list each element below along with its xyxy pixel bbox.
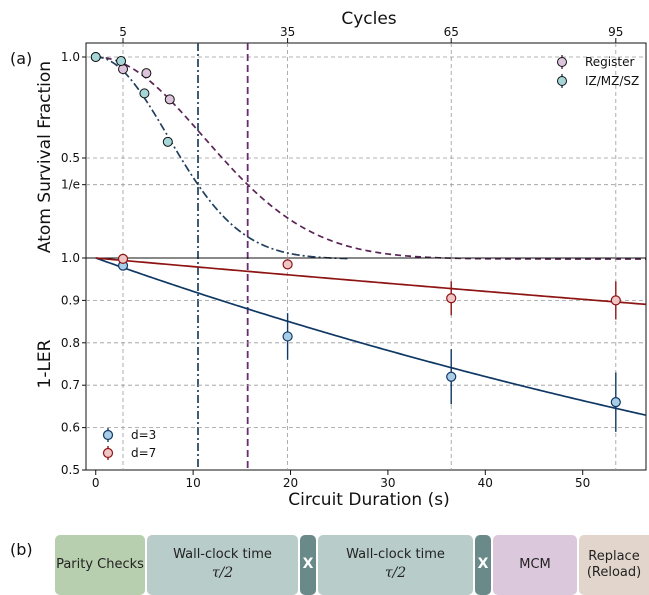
data-point-d3 <box>282 331 293 342</box>
seq-replace: Replace (Reload) <box>579 535 649 595</box>
seq-x-1: X <box>300 535 316 595</box>
ler-plot: 1.0 0.9 0.8 0.7 0.6 0.5 0 10 20 30 40 50 <box>61 251 647 490</box>
data-point-d7 <box>610 295 621 306</box>
bottom-y-tick-label: 0.8 <box>61 336 80 350</box>
bottom-y-tick-label: 0.6 <box>61 421 80 435</box>
seq-parity-checks-label: Parity Checks <box>56 556 144 572</box>
x-axis-label: Circuit Duration (s) <box>288 490 449 510</box>
legend-label-iz: IZ/MZ/SZ <box>585 74 639 88</box>
bottom-y-axis-label: 1-LER <box>35 339 55 388</box>
data-point-iz <box>139 88 150 99</box>
fit-curve-register <box>95 56 646 260</box>
legend-marker-iz <box>557 76 567 86</box>
data-point-iz <box>116 56 127 67</box>
bottom-y-tick-label: 0.5 <box>61 463 80 477</box>
data-point-d3 <box>610 397 621 408</box>
survival-plot: 5 35 65 95 1.0 0.5 1/e <box>61 25 647 470</box>
top-y-axis-label: Atom Survival Fraction <box>35 61 55 253</box>
bottom-plot-frame <box>85 257 647 471</box>
top-y-tick-label: 0.5 <box>61 151 80 165</box>
bottom-y-tick-label: 0.7 <box>61 378 80 392</box>
seq-x-2: X <box>475 535 491 595</box>
seq-mcm-label: MCM <box>519 556 551 572</box>
top-tick-label: 65 <box>444 25 459 39</box>
top-tick-label: 35 <box>280 25 295 39</box>
top-y-tick-label: 1/e <box>61 178 80 192</box>
x-tick-label: 10 <box>185 476 200 490</box>
x-tick-label: 40 <box>478 476 493 490</box>
seq-wall-clock-2-sublabel: τ/2 <box>384 565 407 582</box>
seq-wall-clock-2-label: Wall-clock time <box>346 547 445 563</box>
top-tick-label: 95 <box>608 25 623 39</box>
data-point-iz <box>90 52 101 62</box>
x-tick-label: 20 <box>283 476 298 490</box>
seq-mcm: MCM <box>493 535 577 595</box>
seq-x-1-label: X <box>302 556 314 573</box>
seq-replace-sublabel: (Reload) <box>586 565 642 580</box>
seq-wall-clock-1-sublabel: τ/2 <box>211 565 234 582</box>
legend-marker-d3 <box>102 429 114 441</box>
seq-x-2-label: X <box>477 556 489 573</box>
data-point-register <box>164 94 175 105</box>
data-point-d7 <box>282 259 293 270</box>
bottom-y-tick-label: 0.9 <box>61 293 80 307</box>
ler-legend: d=3 d=7 <box>102 428 156 460</box>
panel-b-label: (b) <box>10 540 33 559</box>
fit-curve-d3 <box>95 257 647 417</box>
legend-marker-d7 <box>102 447 114 459</box>
legend-marker-register <box>557 57 567 67</box>
seq-parity-checks: Parity Checks <box>55 535 145 595</box>
data-point-d3 <box>446 371 457 382</box>
x-tick-label: 0 <box>92 476 100 490</box>
data-point-d7 <box>446 293 457 304</box>
seq-replace-label: Replace <box>588 548 640 564</box>
bottom-y-tick-label: 1.0 <box>61 251 80 265</box>
legend-label-d3: d=3 <box>131 428 156 442</box>
data-point-d7 <box>117 253 129 264</box>
survival-legend: Register IZ/MZ/SZ <box>557 55 639 88</box>
top-tick-label: 5 <box>119 25 127 39</box>
data-point-register <box>141 68 152 79</box>
top-y-tick-label: 1.0 <box>61 50 80 64</box>
data-point-iz <box>162 136 173 147</box>
legend-label-d7: d=7 <box>131 446 156 460</box>
seq-wall-clock-1-label: Wall-clock time <box>173 547 272 563</box>
seq-wall-clock-1: Wall-clock time τ/2 <box>147 535 298 595</box>
data-point-register <box>118 64 129 75</box>
x-tick-label: 50 <box>575 476 590 490</box>
seq-wall-clock-2: Wall-clock time τ/2 <box>318 535 473 595</box>
fit-curve-iz <box>95 56 349 260</box>
fit-curve-d7 <box>95 257 647 306</box>
top-axis-label: Cycles <box>341 9 396 29</box>
panel-a-label: (a) <box>10 49 32 68</box>
x-tick-label: 30 <box>380 476 395 490</box>
legend-label-register: Register <box>585 55 634 69</box>
